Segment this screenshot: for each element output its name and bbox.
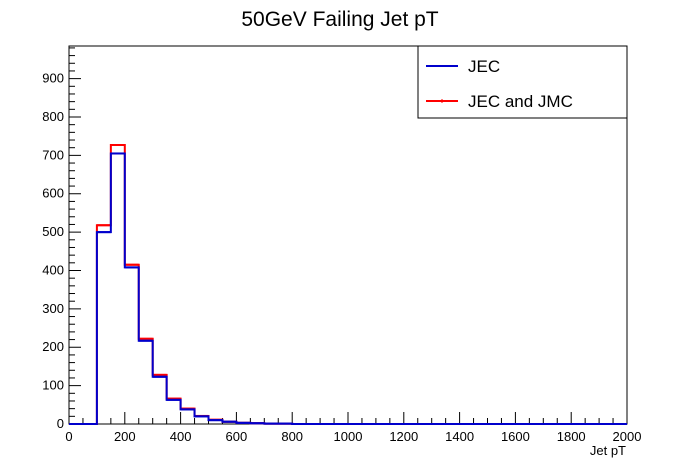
series-line-jec	[69, 152, 627, 425]
legend-label-jec: JEC	[468, 57, 500, 76]
y-tick-label: 0	[57, 416, 64, 431]
y-tick-label: 800	[42, 109, 64, 124]
legend-box	[417, 45, 628, 119]
series-layer	[69, 144, 627, 425]
y-tick-label: 700	[42, 147, 64, 162]
chart-title: 50GeV Failing Jet pT	[241, 8, 438, 31]
x-axis-label: Jet pT	[590, 443, 626, 458]
x-tick-label: 1200	[389, 429, 418, 444]
x-axis: 0 200 400 600 800 1000 1200 1400 1600 1800 2000	[65, 412, 641, 444]
x-tick-label: 0	[65, 429, 72, 444]
x-tick-label: 1800	[557, 429, 586, 444]
legend-label-jec-jmc: JEC and JMC	[468, 92, 573, 111]
y-tick-label: 200	[42, 339, 64, 354]
x-tick-label: 1400	[445, 429, 474, 444]
legend: JEC JEC and JMC	[417, 45, 628, 119]
series-line-jec-and-jmc	[69, 144, 627, 425]
x-tick-label: 1000	[334, 429, 363, 444]
x-tick-label: 600	[226, 429, 248, 444]
x-tick-label: 200	[114, 429, 136, 444]
y-tick-label: 100	[42, 378, 64, 393]
y-tick-label: 600	[42, 186, 64, 201]
y-tick-label: 400	[42, 262, 64, 277]
y-tick-label: 500	[42, 224, 64, 239]
x-tick-label: 2000	[613, 429, 642, 444]
x-tick-label: 400	[170, 429, 192, 444]
y-axis: 0 100 200 300 400 500 600 700 800 900	[42, 47, 81, 431]
x-tick-label: 1600	[501, 429, 530, 444]
x-tick-label: 800	[281, 429, 303, 444]
y-tick-label: 300	[42, 301, 64, 316]
y-tick-label: 900	[42, 71, 64, 86]
